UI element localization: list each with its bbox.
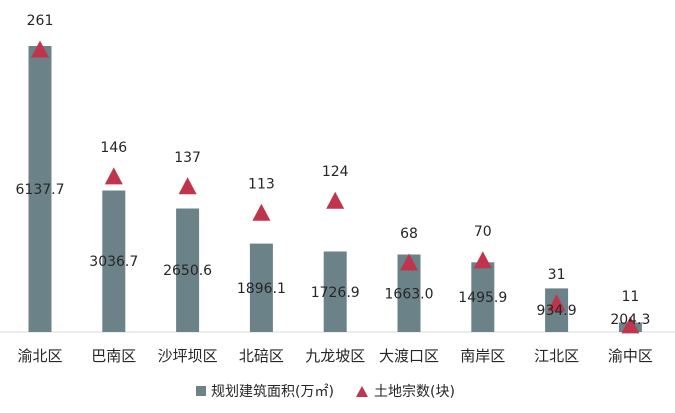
bar-value-label-4: 1726.9: [311, 285, 360, 301]
marker-value-label-6: 70: [474, 224, 492, 240]
bar-2: [176, 208, 200, 332]
x-tick-label-2: 沙坪坝区: [158, 347, 218, 365]
triangle-marker-4: [326, 191, 345, 209]
bar-value-label-2: 2650.6: [163, 263, 212, 279]
bar-value-label-5: 1663.0: [385, 286, 434, 302]
bar-value-label-0: 6137.7: [16, 182, 65, 198]
marker-value-label-1: 146: [100, 140, 127, 156]
bar-value-label-3: 1896.1: [237, 281, 286, 297]
x-tick-label-1: 巴南区: [91, 347, 136, 365]
bar-6: [471, 262, 495, 332]
marker-value-label-7: 31: [548, 267, 566, 283]
labels-layer: 6137.7 261 3036.7 146 2650.6 137 1896.1 113 1726…: [16, 13, 651, 328]
triangle-marker-2: [178, 177, 197, 195]
x-tick-label-5: 大渡口区: [379, 347, 439, 365]
triangle-marker-0: [31, 40, 49, 58]
bar-4: [323, 251, 347, 332]
legend-label-triangle: 土地宗数(块): [374, 384, 455, 400]
bar-value-label-8: 204.3: [610, 312, 650, 328]
bar-3: [249, 243, 273, 332]
legend-label-bar: 规划建筑面积(万㎡): [211, 384, 334, 400]
legend: 规划建筑面积(万㎡) 土地宗数(块): [196, 384, 455, 400]
triangle-marker-1: [104, 167, 123, 185]
triangle-marker-7: [547, 294, 566, 312]
legend-swatch-triangle: [356, 386, 368, 397]
x-tick-label-8: 渝中区: [608, 347, 653, 365]
bar-0: [28, 46, 52, 332]
x-tick-label-7: 江北区: [534, 347, 579, 365]
marker-value-label-5: 68: [400, 226, 418, 242]
x-tick-label-3: 北碚区: [239, 347, 284, 365]
triangle-marker-5: [400, 253, 418, 271]
marker-value-label-4: 124: [322, 164, 349, 180]
bar-5: [397, 254, 421, 332]
legend-swatch-bar: [196, 386, 206, 396]
x-tick-label-0: 渝北区: [17, 347, 62, 365]
triangle-marker-3: [252, 203, 271, 221]
triangle-marker-6: [473, 251, 492, 269]
bars-layer: [28, 46, 642, 332]
bar-value-label-7: 934.9: [537, 303, 577, 319]
bar-value-label-1: 3036.7: [89, 254, 138, 270]
marker-value-label-8: 11: [621, 289, 639, 305]
markers-layer: [31, 40, 640, 334]
marker-value-label-3: 113: [248, 176, 275, 192]
bar-value-label-6: 1495.9: [458, 290, 507, 306]
triangle-marker-8: [621, 316, 640, 334]
x-tick-label-4: 九龙坡区: [305, 347, 365, 365]
marker-value-label-2: 137: [174, 150, 201, 166]
x-tick-label-6: 南岸区: [460, 347, 505, 365]
x-tick-labels: 渝北区 巴南区 沙坪坝区 北碚区 九龙坡区 大渡口区 南岸区 江北区 渝中区: [17, 347, 652, 365]
bar-1: [102, 190, 126, 332]
marker-value-label-0: 261: [27, 13, 54, 29]
